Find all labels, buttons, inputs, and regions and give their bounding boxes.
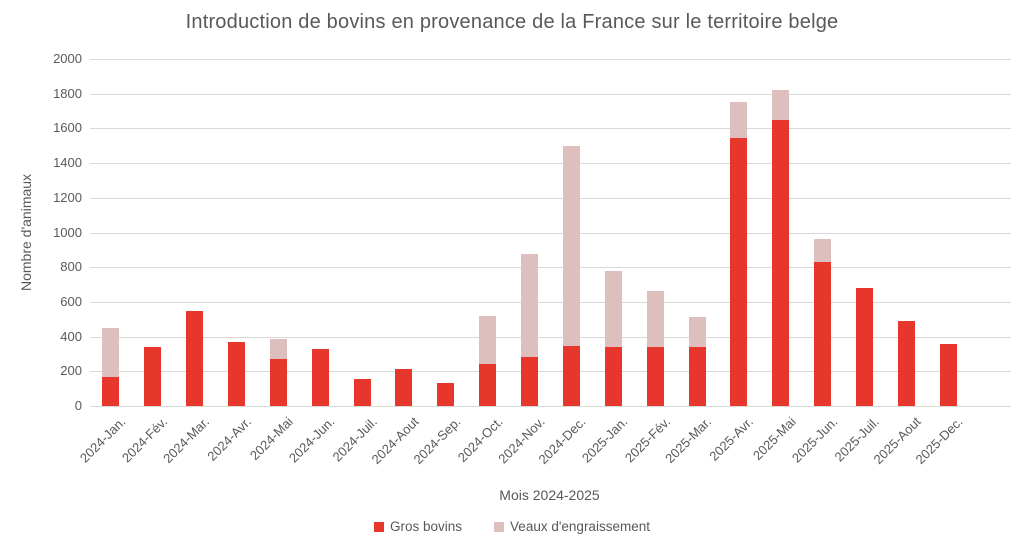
y-tick-label: 1400: [53, 155, 82, 171]
x-tick-label: 2024-Jun.: [286, 414, 338, 466]
legend-label-veaux-engraissement: Veaux d'engraissement: [510, 519, 650, 534]
y-tick-label: 1200: [53, 189, 82, 205]
bar-segment-gros-bovins: [353, 379, 371, 406]
gridline: [90, 93, 1011, 95]
bar-segment-gros-bovins: [604, 347, 622, 406]
bar-segment-gros-bovins: [186, 311, 204, 406]
gridline: [90, 371, 1011, 373]
legend-item-veaux-engraissement: Veaux d'engraissement: [494, 519, 650, 534]
bar-segment-veaux-d-engraissement: [521, 254, 539, 358]
gridline: [90, 59, 1011, 60]
gridline: [90, 197, 1011, 199]
y-tick-label: 400: [60, 328, 82, 344]
bar-segment-veaux-d-engraissement: [479, 315, 497, 365]
legend-swatch-gros-bovins-icon: [374, 521, 385, 532]
x-tick-label: 2025-Avr.: [706, 414, 757, 464]
legend: Gros bovins Veaux d'engraissement: [0, 519, 1024, 534]
bar-segment-gros-bovins: [939, 344, 957, 406]
x-tick-label: 2025-Jan.: [579, 414, 631, 466]
x-axis-title: Mois 2024-2025: [499, 487, 600, 503]
y-tick-label: 200: [60, 363, 82, 379]
chart-title: Introduction de bovins en provenance de …: [185, 11, 839, 33]
bar-segment-gros-bovins: [646, 347, 664, 406]
bar-segment-veaux-d-engraissement: [269, 339, 287, 360]
y-tick-label: 1000: [53, 224, 82, 240]
gridline: [90, 232, 1011, 234]
bar-segment-gros-bovins: [688, 347, 706, 406]
bar-segment-gros-bovins: [395, 368, 413, 406]
gridline: [90, 267, 1011, 269]
bar-segment-gros-bovins: [479, 364, 497, 406]
bar-segment-gros-bovins: [772, 119, 790, 406]
gridline: [90, 336, 1011, 338]
bar-segment-veaux-d-engraissement: [730, 101, 748, 138]
bar-segment-veaux-d-engraissement: [688, 316, 706, 347]
bar-segment-gros-bovins: [437, 383, 455, 406]
y-tick-label: 1600: [53, 120, 82, 136]
bar-segment-gros-bovins: [730, 137, 748, 406]
bar-segment-veaux-d-engraissement: [814, 238, 832, 262]
y-tick-label: 0: [74, 398, 82, 413]
gridline: [90, 128, 1011, 130]
bar-segment-gros-bovins: [144, 347, 162, 406]
gridline: [90, 301, 1011, 303]
x-tick-label: 2024-Jan.: [77, 414, 129, 466]
bar-segment-gros-bovins: [897, 320, 915, 406]
bar-segment-gros-bovins: [855, 288, 873, 406]
bar-segment-gros-bovins: [814, 261, 832, 406]
gridline: [90, 406, 1011, 407]
bar-segment-gros-bovins: [562, 346, 580, 406]
bar-segment-veaux-d-engraissement: [102, 327, 120, 378]
bar-segment-veaux-d-engraissement: [646, 290, 664, 347]
x-tick-label: 2024-Avr.: [204, 414, 255, 464]
y-tick-label: 800: [60, 259, 82, 275]
bar-segment-gros-bovins: [228, 341, 246, 406]
bar-segment-gros-bovins: [269, 359, 287, 406]
legend-swatch-veaux-engraissement-icon: [494, 521, 505, 532]
bar-segment-veaux-d-engraissement: [562, 145, 580, 347]
legend-label-gros-bovins: Gros bovins: [390, 519, 463, 534]
bar-segment-veaux-d-engraissement: [604, 270, 622, 347]
bar-segment-gros-bovins: [521, 357, 539, 406]
bar-segment-veaux-d-engraissement: [772, 90, 790, 120]
bar-segment-gros-bovins: [102, 377, 120, 406]
legend-item-gros-bovins: Gros bovins: [374, 519, 462, 534]
gridline: [90, 163, 1011, 165]
bar-segment-gros-bovins: [311, 348, 329, 406]
y-tick-label: 2000: [53, 51, 82, 66]
y-tick-label: 600: [60, 293, 82, 309]
y-tick-label: 1800: [53, 85, 82, 101]
